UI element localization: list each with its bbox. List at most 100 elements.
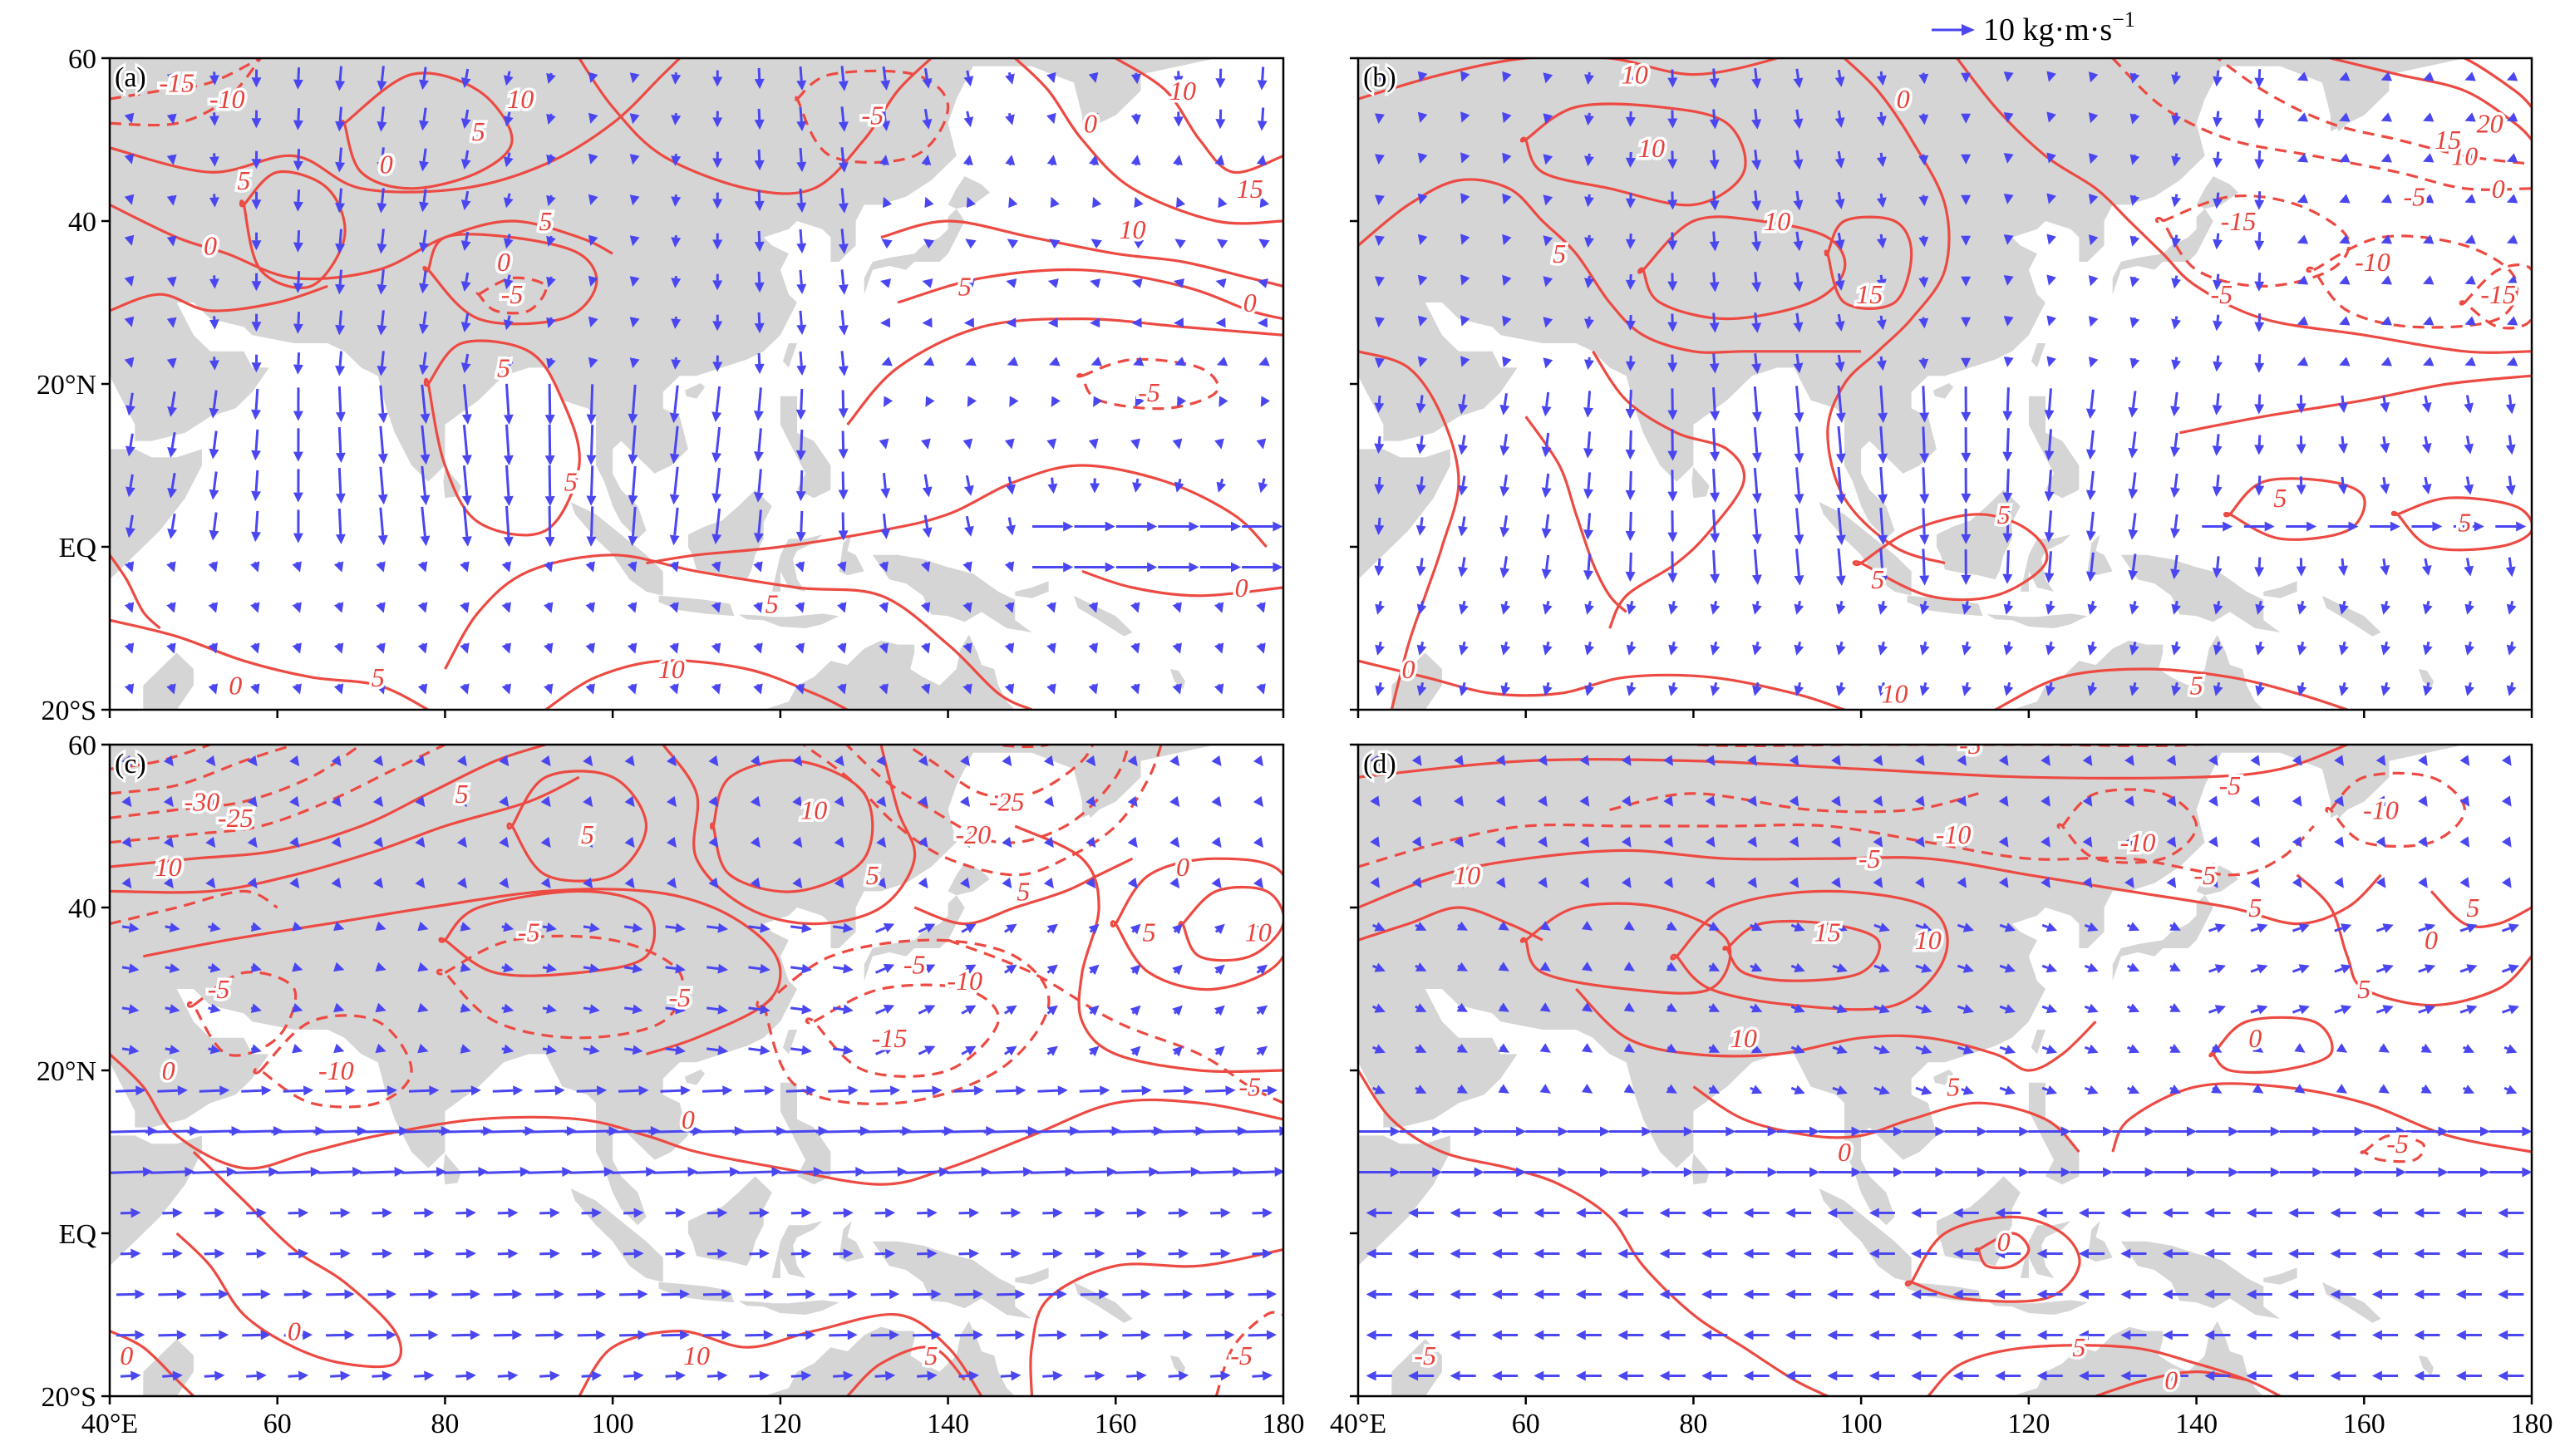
flux-vector: [165, 963, 180, 973]
flux-vector-shaft: [497, 1375, 509, 1378]
contour-label: 15: [1237, 174, 1263, 204]
flux-vector-head: [1257, 278, 1268, 288]
flux-vector-shaft: [715, 386, 721, 413]
flux-vector: [2505, 394, 2516, 415]
flux-vector-shaft: [1173, 1011, 1177, 1015]
flux-vector: [417, 1002, 429, 1013]
flux-vector-head: [2380, 316, 2392, 326]
flux-vector-shaft: [748, 966, 761, 971]
flux-vector: [1617, 1208, 1644, 1218]
flux-vector-head: [1584, 644, 1594, 656]
flux-vector-head: [382, 1248, 393, 1259]
flux-vector: [954, 1289, 983, 1300]
flux-vector-shaft: [1712, 231, 1716, 242]
flux-vector-head: [2003, 316, 2014, 327]
flux-vector: [544, 602, 554, 613]
flux-vector-head: [1751, 200, 1762, 211]
flux-vector: [1242, 562, 1283, 573]
flux-vector-head: [1216, 481, 1227, 493]
flux-vector: [2327, 521, 2359, 532]
positive-contour-line: [1592, 350, 1746, 629]
flux-vector-head: [885, 1208, 896, 1218]
flux-vector: [250, 561, 260, 573]
flux-vector: [2297, 600, 2307, 615]
flux-vector-head: [208, 642, 218, 654]
flux-vector: [754, 108, 765, 130]
flux-vector-head: [1256, 1005, 1268, 1016]
flux-vector-head: [1878, 1085, 1890, 1095]
flux-vector-head: [1543, 72, 1553, 84]
flux-vector: [588, 71, 598, 83]
flux-vector-head: [1046, 1005, 1058, 1016]
flux-vector-head: [1211, 755, 1222, 767]
flux-vector: [1835, 507, 1846, 545]
flux-vector-head: [629, 276, 640, 288]
flux-vector-shaft: [882, 66, 887, 81]
flux-vector-head: [124, 357, 135, 368]
flux-vector: [792, 877, 803, 889]
flux-vector: [1502, 152, 1512, 165]
flux-vector: [1499, 475, 1510, 497]
flux-vector: [750, 836, 761, 849]
flux-vector: [2363, 1126, 2407, 1137]
flux-vector: [2380, 316, 2392, 326]
flux-vector-shaft: [1173, 970, 1177, 974]
flux-vector-head: [1047, 278, 1059, 288]
flux-vector-shaft: [1248, 1292, 1268, 1296]
flux-vector-shaft: [1193, 1129, 1238, 1134]
flux-vector: [2120, 1370, 2147, 1381]
flux-vector-head: [1794, 575, 1804, 586]
flux-vector-head: [1214, 964, 1225, 976]
flux-vector-head: [1022, 1167, 1034, 1177]
flux-vector-head: [2246, 1370, 2257, 1381]
flux-vector-shaft: [462, 506, 469, 537]
flux-vector-head: [503, 156, 514, 168]
flux-vector-head: [1415, 1085, 1427, 1094]
flux-vector: [493, 1330, 523, 1340]
flux-vector-head: [760, 1004, 770, 1015]
flux-vector-head: [2312, 1126, 2323, 1137]
flux-vector: [166, 235, 177, 247]
flux-vector-head: [1046, 683, 1056, 695]
flux-vector-head: [1417, 234, 1428, 245]
flux-vector-head: [205, 795, 216, 808]
flux-vector-shaft: [660, 1089, 682, 1093]
flux-vector: [1701, 1248, 1728, 1259]
flux-vector-head: [1878, 575, 1888, 586]
flux-vector: [837, 561, 847, 573]
flux-vector-head: [1216, 357, 1228, 366]
flux-vector: [2380, 275, 2392, 285]
flux-vector-head: [2254, 322, 2265, 332]
flux-vector-shaft: [2465, 476, 2470, 485]
flux-vector-head: [1141, 1085, 1152, 1096]
flux-vector-head: [503, 962, 514, 973]
flux-vector: [2464, 112, 2476, 122]
flux-vector: [2046, 152, 2056, 164]
flux-vector: [923, 239, 935, 249]
flux-vector-shaft: [706, 966, 719, 971]
flux-vector: [838, 512, 849, 541]
flux-vector: [790, 1045, 812, 1055]
flux-vector: [1169, 877, 1180, 889]
flux-vector: [583, 795, 593, 808]
philippines-land: [2028, 396, 2080, 499]
flux-vector: [1074, 562, 1115, 573]
flux-vector: [1366, 1248, 1392, 1259]
flux-vector: [2129, 113, 2140, 125]
flux-vector: [1416, 641, 1427, 656]
flux-vector-head: [1256, 683, 1266, 695]
flux-vector-shaft: [276, 1170, 311, 1174]
flux-vector: [121, 1004, 140, 1015]
flux-vector-head: [335, 493, 346, 504]
flux-vector-head: [2046, 315, 2056, 327]
flux-vector-shaft: [1712, 469, 1716, 493]
flux-vector-head: [377, 203, 387, 214]
flux-vector: [1135, 396, 1145, 407]
flux-vector-head: [879, 683, 889, 695]
flux-vector-head: [2171, 603, 2181, 615]
flux-vector-head: [1878, 644, 1888, 656]
flux-vector-shaft: [757, 149, 761, 161]
flux-vector-head: [335, 202, 346, 214]
flux-vector: [1260, 396, 1270, 407]
flux-vector: [1198, 1167, 1243, 1177]
